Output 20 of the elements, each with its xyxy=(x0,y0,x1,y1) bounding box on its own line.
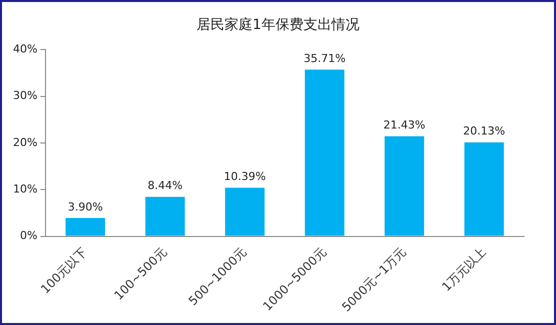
x-tick-label: 100元以下 xyxy=(38,244,90,296)
y-tick-label: 10% xyxy=(12,182,38,196)
bar xyxy=(225,188,265,236)
data-label: 35.71% xyxy=(304,52,346,65)
data-label: 10.39% xyxy=(224,170,266,184)
data-label: 20.13% xyxy=(463,124,506,138)
data-label: 8.44% xyxy=(148,179,183,192)
data-label: 21.43% xyxy=(383,118,426,132)
bar xyxy=(464,142,504,236)
y-tick-label: 0% xyxy=(20,229,38,242)
y-tick-label: 30% xyxy=(12,89,38,102)
bar xyxy=(145,196,185,236)
data-label: 3.90% xyxy=(68,200,103,214)
chart-title: 居民家庭1年保费支出情况 xyxy=(196,16,360,34)
bar xyxy=(384,136,424,236)
bar xyxy=(304,70,344,236)
y-tick-label: 40% xyxy=(12,42,38,56)
bar xyxy=(66,218,106,236)
y-tick-label: 20% xyxy=(12,136,38,149)
x-tick-label: 1万元以上 xyxy=(439,244,488,294)
